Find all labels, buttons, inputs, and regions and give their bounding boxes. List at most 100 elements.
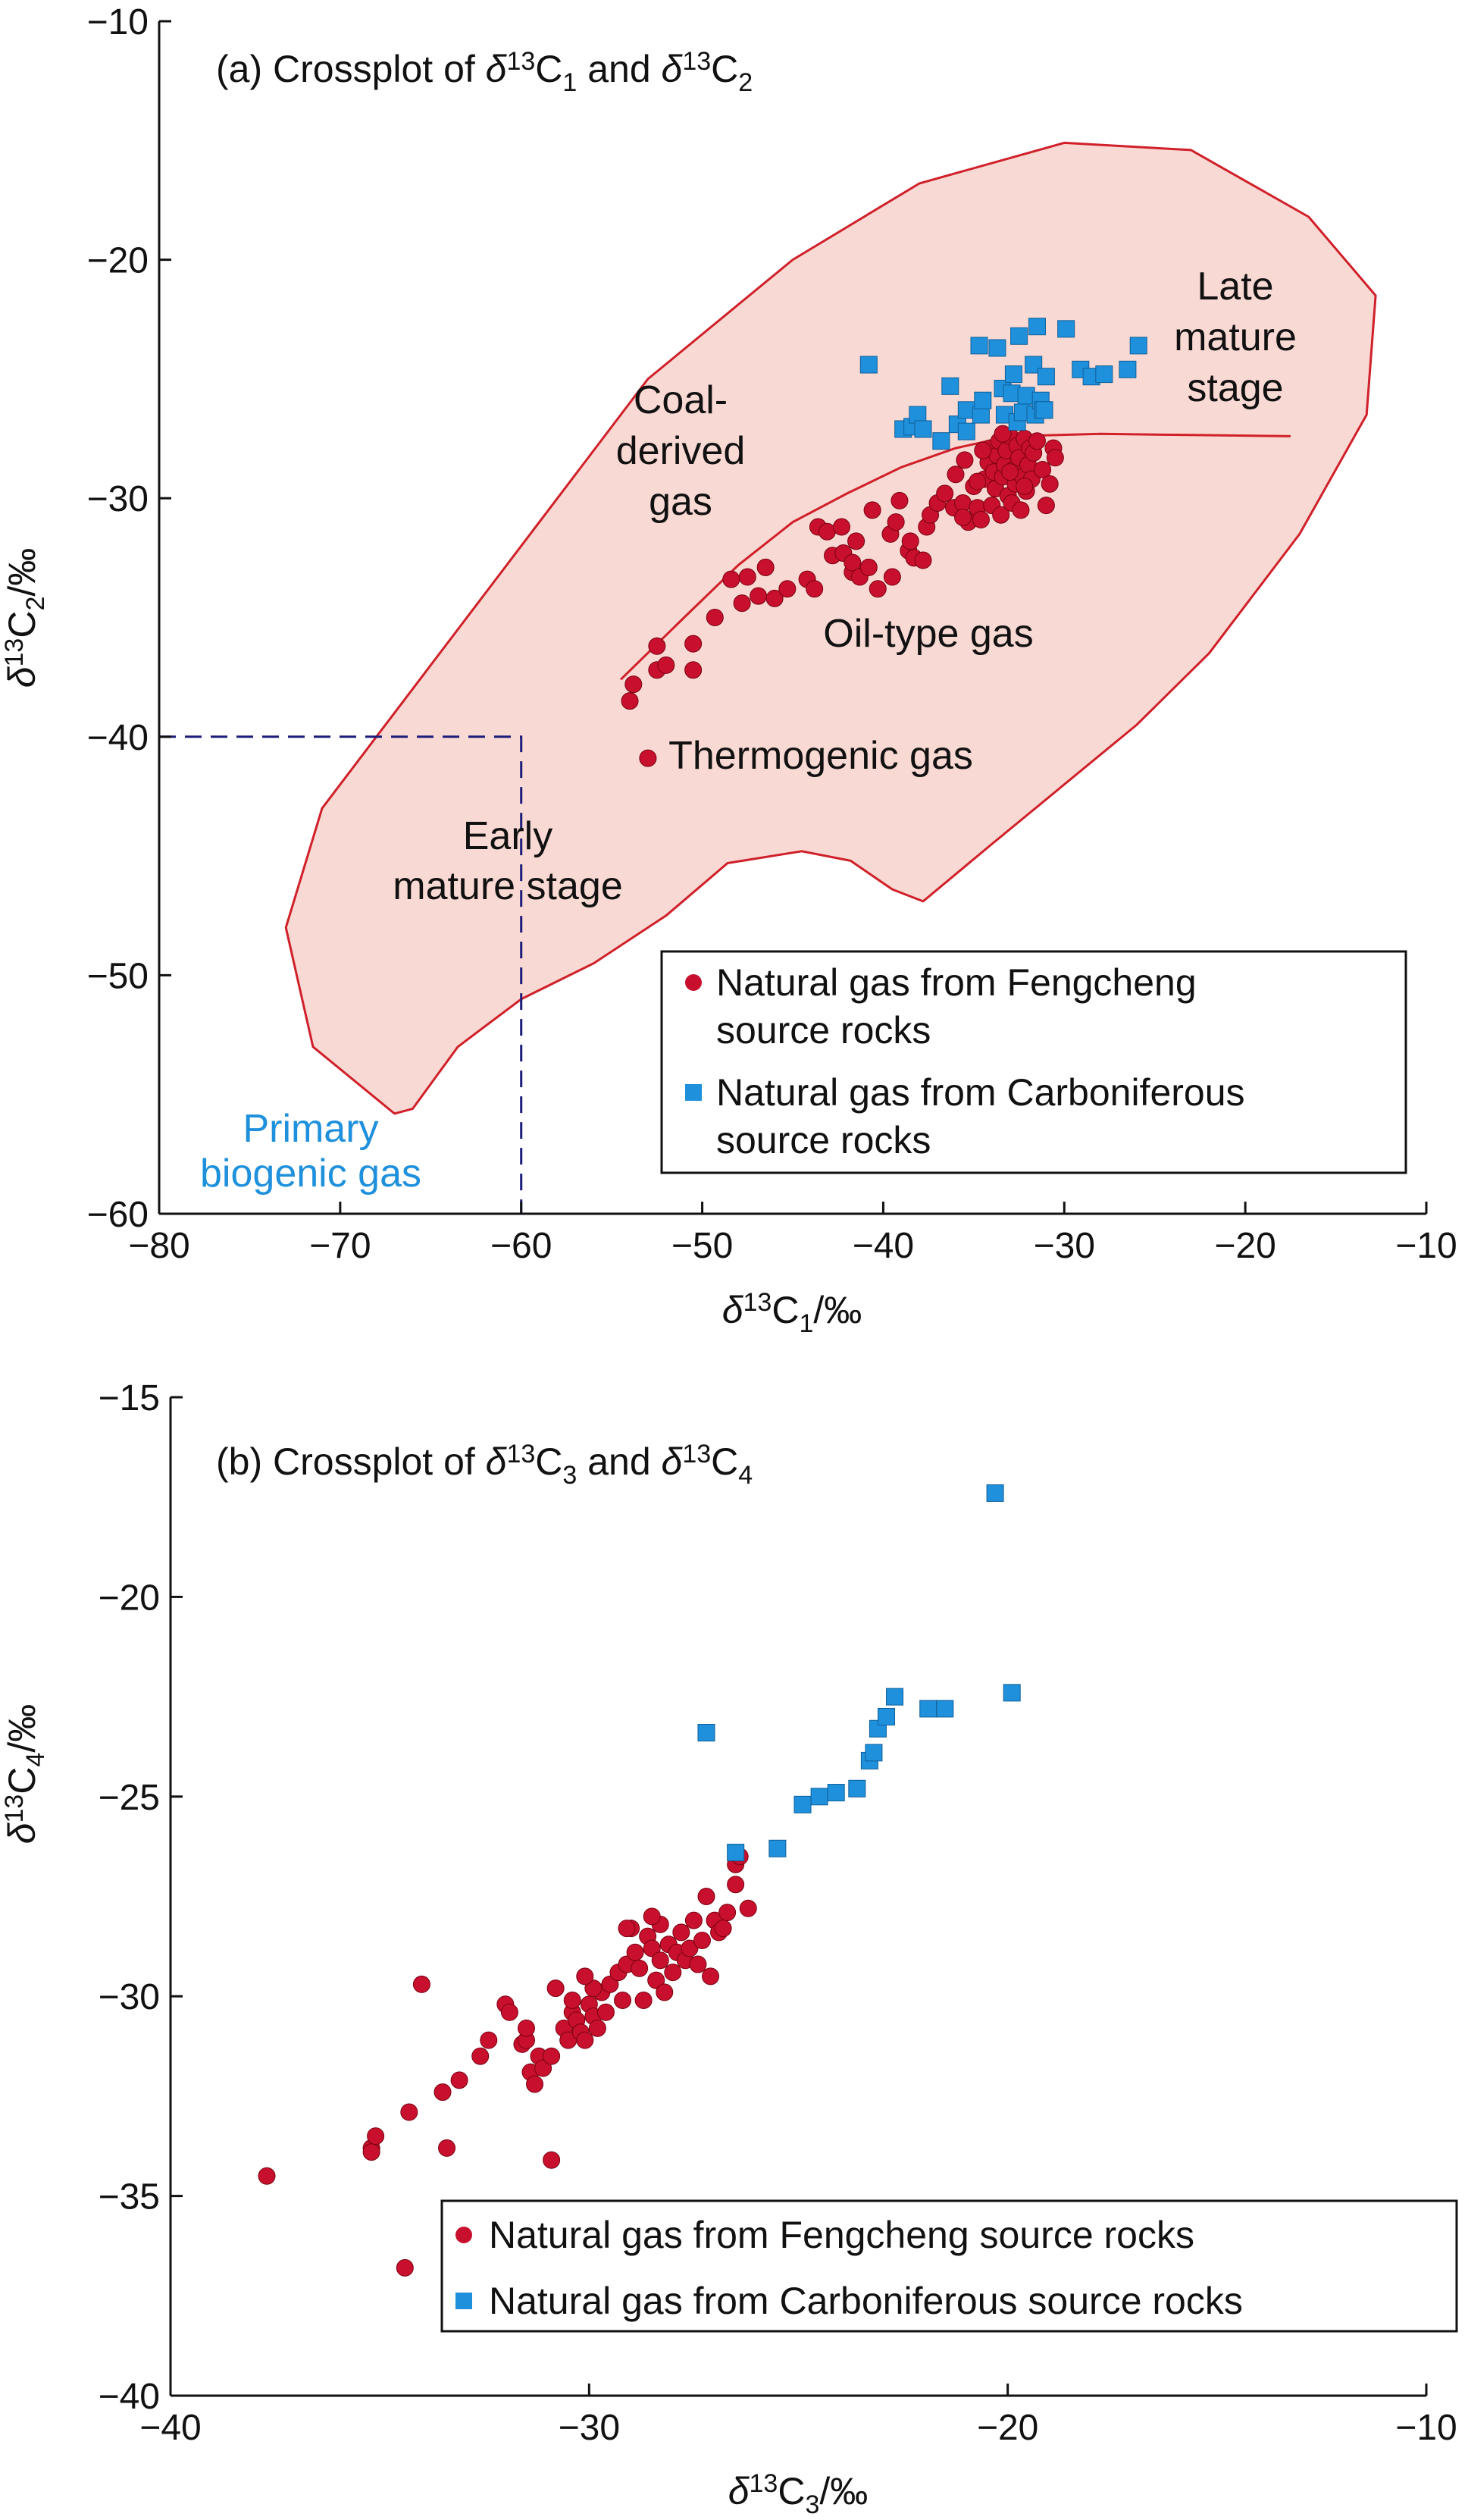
carboniferous-point (1057, 320, 1075, 338)
carboniferous-point (1004, 365, 1022, 384)
fengcheng-point (563, 1991, 581, 2009)
fengcheng-point (438, 2139, 456, 2157)
y-tick-label: −40 (99, 2377, 160, 2417)
x-tick-label: −30 (1034, 1226, 1095, 1266)
fengcheng-point (954, 508, 972, 526)
fengcheng-point (738, 568, 756, 586)
legend-carboniferous-marker (685, 1084, 702, 1101)
chart-b: −40 −30 −20 −10 −15 −20 −25 −30 −35 −40 (b) Cros… (0, 1378, 1458, 2519)
fengcheng-point (756, 558, 775, 576)
fengcheng-point (1046, 449, 1064, 467)
carboniferous-point (859, 356, 878, 374)
carboniferous-point (932, 432, 950, 450)
carboniferous-point (919, 1700, 937, 1718)
x-tick-label: −40 (853, 1226, 914, 1266)
fengcheng-point (697, 1888, 715, 1905)
early-mature-stage-label-line-2: mature stage (393, 864, 623, 908)
late-mature-stage-label-line-3: stage (1187, 366, 1283, 410)
x-tick-label: −20 (977, 2408, 1038, 2448)
carboniferous-point (1095, 365, 1113, 384)
carboniferous-point (970, 337, 988, 355)
chart-a-x-ticks: −80 −70 −60 −50 −40 −30 −20 −10 (128, 1202, 1457, 1266)
chart-a-title: (a) Crossplot of δ13C1 and δ13C2 (216, 47, 753, 97)
chart-a-points (621, 318, 1147, 767)
fengcheng-point (643, 1939, 661, 1957)
carboniferous-point (941, 377, 959, 395)
fengcheng-point (651, 1951, 669, 1970)
fengcheng-point (596, 2003, 615, 2021)
chart-a-legend: Natural gas from Fengcheng source rocks … (660, 950, 1407, 1174)
fengcheng-point (631, 1959, 649, 1977)
fengcheng-point (584, 1979, 603, 1998)
chart-b-y-axis-label: δ13C4/‰ (0, 1704, 50, 1845)
carboniferous-point (957, 422, 975, 440)
fengcheng-point (739, 1899, 757, 1917)
carboniferous-point (886, 1688, 904, 1706)
x-tick-label: −30 (559, 2408, 620, 2448)
fengcheng-point (1012, 501, 1030, 519)
fengcheng-point (901, 532, 919, 550)
fengcheng-point (543, 2151, 561, 2169)
fengcheng-point (693, 1931, 711, 1949)
carboniferous-point (793, 1795, 812, 1813)
fengcheng-point (626, 1943, 644, 1961)
chart-b-title: (b) Crossplot of δ13C3 and δ13C4 (216, 1440, 753, 1490)
fengcheng-point (765, 589, 784, 607)
carboniferous-point (865, 1744, 883, 1762)
fengcheng-point (947, 465, 965, 484)
fengcheng-point (618, 1920, 636, 1938)
x-tick-label: −60 (490, 1226, 552, 1266)
fengcheng-point (974, 441, 992, 459)
legend-box (660, 950, 1407, 1174)
fengcheng-point (517, 2019, 535, 2037)
carboniferous-point (1119, 360, 1137, 378)
fengcheng-point (1016, 477, 1034, 495)
fengcheng-point (844, 553, 862, 572)
carboniferous-point (877, 1707, 895, 1725)
carboniferous-point (936, 1700, 954, 1718)
fengcheng-point (471, 2047, 490, 2065)
carboniferous-point (974, 391, 992, 409)
late-mature-stage-label-line-2: mature (1174, 315, 1297, 359)
legend-fengcheng-marker (685, 974, 702, 991)
coal-derived-gas-label-line-2: derived (616, 429, 746, 473)
y-tick-label: −30 (87, 479, 149, 519)
carboniferous-point (988, 339, 1006, 357)
fengcheng-point (500, 2003, 518, 2021)
legend-carboniferous-label-line-1: Natural gas from Carboniferous (716, 1071, 1245, 1114)
carboniferous-point (697, 1724, 715, 1742)
y-tick-label: −50 (87, 956, 149, 996)
fengcheng-point (1028, 432, 1046, 450)
primary-biogenic-gas-label-line-2: biogenic gas (200, 1152, 421, 1196)
chart-b-axes (169, 1397, 1426, 2397)
carboniferous-point (810, 1788, 828, 1806)
chart-a-y-ticks: −10 −20 −30 −40 −50 −60 (87, 2, 171, 1235)
fengcheng-point (480, 2031, 498, 2049)
fengcheng-point (639, 749, 657, 767)
carboniferous-point (1028, 318, 1046, 336)
fengcheng-point (914, 551, 932, 569)
fengcheng-point (1034, 460, 1052, 478)
fengcheng-point (969, 472, 987, 491)
fengcheng-point (576, 1967, 594, 1986)
fengcheng-point (1037, 497, 1055, 515)
primary-biogenic-boundary (159, 735, 523, 1214)
chart-a: −80 −70 −60 −50 −40 −30 −20 −10 −10 −20 −30 −40 −50… (0, 2, 1457, 1338)
carboniferous-point (914, 420, 932, 438)
fengcheng-point (1001, 463, 1019, 481)
early-mature-stage-label-line-1: Early (463, 814, 552, 858)
y-tick-label: −25 (99, 1778, 160, 1818)
y-tick-label: −20 (99, 1578, 160, 1618)
fengcheng-point (601, 1975, 619, 1993)
fengcheng-point (778, 580, 797, 598)
fengcheng-point (714, 1920, 732, 1938)
carboniferous-point (768, 1839, 787, 1857)
x-tick-label: −70 (309, 1226, 371, 1266)
fengcheng-point (657, 656, 675, 674)
legend-carboniferous-label-line-2: source rocks (716, 1119, 931, 1161)
fengcheng-point (887, 513, 905, 531)
fengcheng-point (681, 1939, 699, 1957)
y-tick-label: −10 (87, 2, 149, 42)
carboniferous-point (1037, 368, 1055, 386)
y-tick-label: −15 (99, 1378, 160, 1418)
